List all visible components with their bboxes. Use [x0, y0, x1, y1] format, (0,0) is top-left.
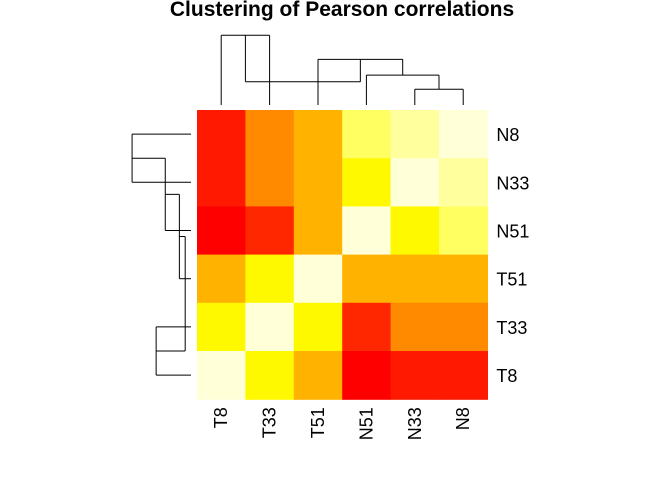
heatmap-cell-N8-N33 — [390, 110, 440, 159]
heatmap-cell-N33-T51 — [293, 158, 343, 207]
heatmap-cell-T33-T8 — [197, 302, 246, 352]
row-label-T33: T33 — [496, 318, 527, 338]
column-label-N8: N8 — [453, 407, 473, 430]
column-label-T33: T33 — [260, 407, 280, 438]
heatmap-cell-N51-T33 — [245, 206, 295, 256]
heatmap-cell-T8-N33 — [390, 351, 440, 400]
chart-title: Clustering of Pearson correlations — [170, 0, 514, 21]
heatmap-cell-N8-T51 — [293, 110, 343, 159]
heatmap-cell-N8-N8 — [439, 110, 488, 159]
heatmap-cell-T33-T33 — [245, 302, 295, 352]
heatmap-cell-T8-N51 — [342, 351, 392, 400]
row-dendrogram — [131, 133, 191, 376]
row-label-N51: N51 — [496, 222, 529, 242]
heatmap-cell-T8-N8 — [439, 351, 488, 400]
heatmap-cell-T33-N51 — [342, 302, 392, 352]
heatmap-cell-N33-T33 — [245, 158, 295, 207]
heatmap-cell-T51-N8 — [439, 254, 488, 304]
heatmap-cell-T51-T8 — [197, 254, 246, 304]
heatmap-cell-T33-T51 — [293, 302, 343, 352]
heatmap-cell-N8-T8 — [197, 110, 246, 159]
row-label-N33: N33 — [496, 173, 529, 193]
heatmap-cell-N51-N51 — [342, 206, 392, 256]
heatmap-cell-N51-N33 — [390, 206, 440, 256]
heatmap-cell-T33-N8 — [439, 302, 488, 352]
row-tick-labels: N8 N33 N51 T51 T33 T8 — [496, 125, 529, 386]
heatmap-cell-N51-N8 — [439, 206, 488, 256]
heatmap-cell-T51-T51 — [293, 254, 343, 304]
column-label-T8: T8 — [211, 407, 231, 428]
heatmap-cell-T51-T33 — [245, 254, 295, 304]
heatmap-cell-N33-T8 — [197, 158, 246, 207]
heatmap-cell-N51-T51 — [293, 206, 343, 256]
row-label-T8: T8 — [496, 366, 517, 386]
heatmap-cell-T8-T51 — [293, 351, 343, 400]
heatmap-cell-N33-N33 — [390, 158, 440, 207]
heatmap-cell-T33-N33 — [390, 302, 440, 352]
heatmap-cell-N33-N51 — [342, 158, 392, 207]
column-label-T51: T51 — [308, 407, 328, 438]
column-dendrogram — [220, 34, 464, 105]
row-label-T51: T51 — [496, 270, 527, 290]
column-label-N33: N33 — [405, 407, 425, 440]
column-tick-labels: T8 T33 T51 N51 N33 N8 — [211, 407, 473, 440]
heatmap-cell-N8-T33 — [245, 110, 295, 159]
row-label-N8: N8 — [496, 125, 519, 145]
heatmap-cell-N33-N8 — [439, 158, 488, 207]
heatmap-cell-T8-T8 — [197, 351, 246, 400]
heatmap-cell-T51-N51 — [342, 254, 392, 304]
heatmap-cell-T8-T33 — [245, 351, 295, 400]
heatmap-cell-N8-N51 — [342, 110, 392, 159]
heatmap-cell-N51-T8 — [197, 206, 246, 256]
heatmap-cells — [197, 110, 488, 400]
heatmap-cell-T51-N33 — [390, 254, 440, 304]
column-label-N51: N51 — [356, 407, 376, 440]
